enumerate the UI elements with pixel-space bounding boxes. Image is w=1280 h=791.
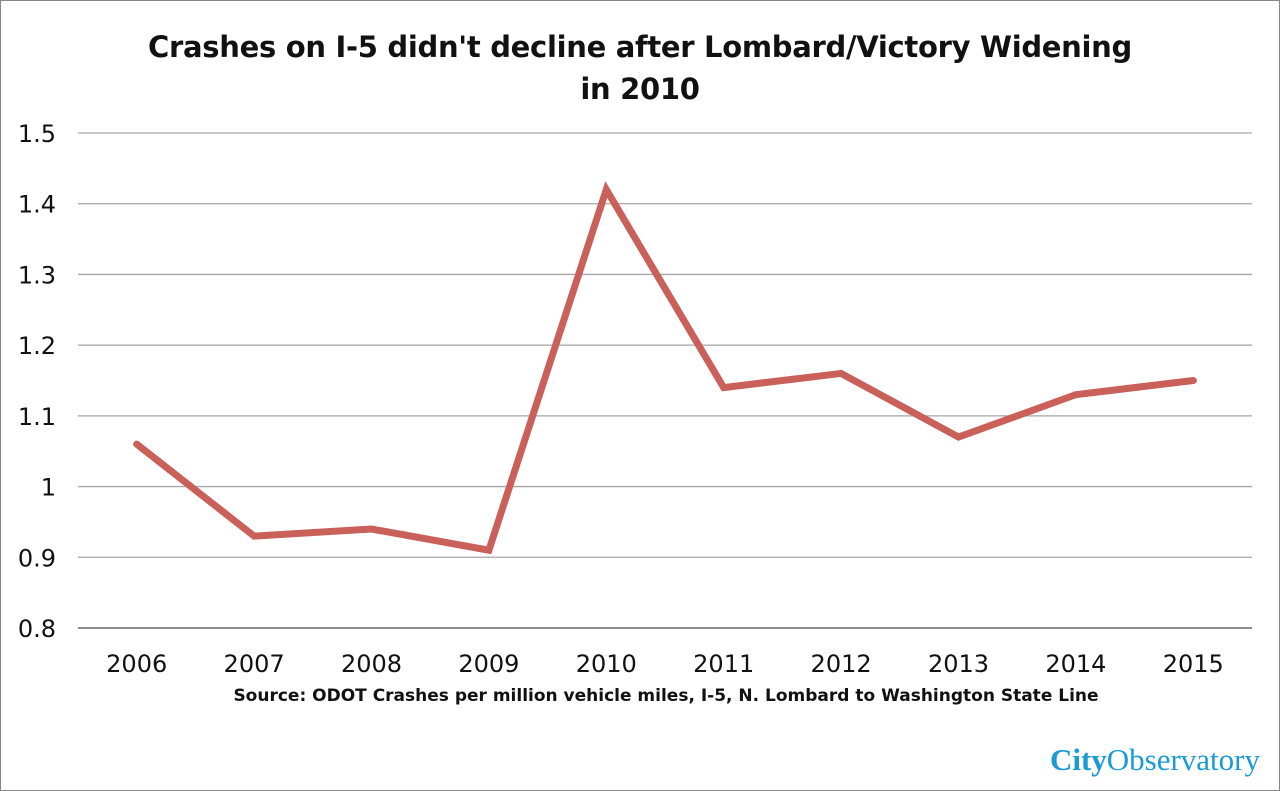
chart-title: Crashes on I-5 didn't decline after Lomb… <box>148 30 1132 106</box>
x-tick-label: 2010 <box>576 650 637 678</box>
x-tick-label: 2007 <box>224 650 285 678</box>
y-tick-label: 1 <box>41 474 56 502</box>
x-axis-ticks: 2006 2007 2008 2009 2010 2011 2012 2013 2014 2015 <box>106 650 1224 678</box>
y-axis-ticks: 0.8 0.9 1 1.1 1.2 1.3 1.4 1.5 <box>18 120 56 643</box>
y-tick-label: 0.8 <box>18 615 56 643</box>
x-tick-label: 2008 <box>341 650 402 678</box>
x-tick-label: 2009 <box>458 650 519 678</box>
logo-observatory-text: Observatory <box>1106 742 1260 777</box>
x-tick-label: 2015 <box>1163 650 1224 678</box>
y-tick-label: 1.1 <box>18 403 56 431</box>
source-note: Source: ODOT Crashes per million vehicle… <box>233 686 1099 706</box>
x-tick-label: 2014 <box>1045 650 1106 678</box>
x-tick-label: 2011 <box>693 650 754 678</box>
y-tick-label: 1.3 <box>18 261 56 289</box>
y-tick-label: 1.2 <box>18 332 56 360</box>
x-tick-label: 2012 <box>811 650 872 678</box>
x-tick-label: 2013 <box>928 650 989 678</box>
series-layer <box>133 181 1197 555</box>
y-tick-label: 0.9 <box>18 544 56 572</box>
series-line <box>133 181 1197 555</box>
y-tick-label: 1.5 <box>18 120 56 148</box>
logo-city-text: City <box>1049 742 1107 777</box>
gridlines <box>78 132 1252 629</box>
y-tick-label: 1.4 <box>18 191 56 219</box>
x-tick-label: 2006 <box>106 650 167 678</box>
city-observatory-logo: CityObservatory <box>1050 742 1260 778</box>
